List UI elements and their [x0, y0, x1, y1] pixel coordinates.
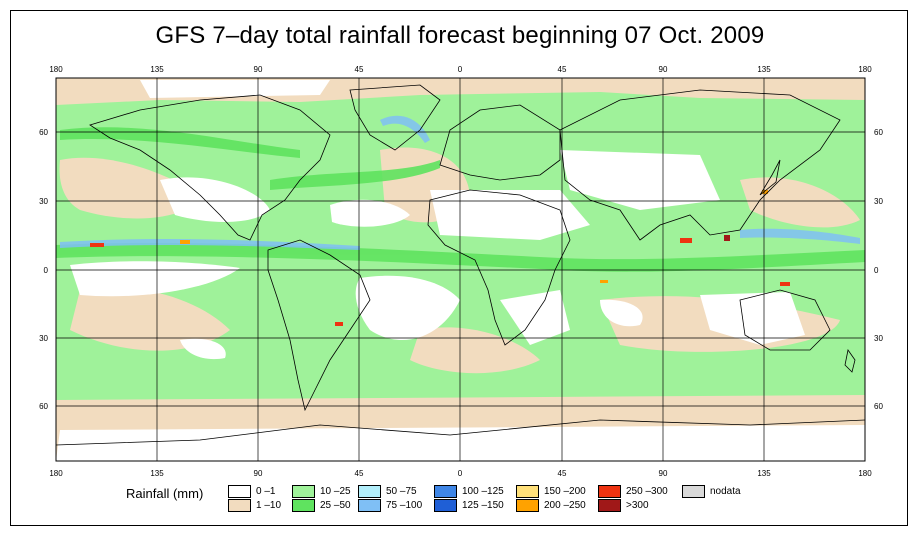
lon-label-bottom: 180 [49, 469, 63, 478]
lon-label-bottom: 45 [355, 469, 364, 478]
new-zealand-outline [844, 349, 856, 373]
lon-label-bottom: 90 [254, 469, 263, 478]
figure-frame [10, 10, 908, 526]
rain-heavy-cores [90, 190, 790, 326]
lon-label-bottom: 135 [150, 469, 164, 478]
lat-labels-right: 60 30 0 30 60 [874, 128, 883, 411]
lat-label-left: 30 [39, 197, 48, 206]
lat-label-right: 60 [874, 402, 883, 411]
graticule [56, 78, 865, 461]
lat-label-left: 30 [39, 334, 48, 343]
lon-label-top: 45 [355, 65, 364, 74]
lat-label-right: 60 [874, 128, 883, 137]
lon-label-bottom: 180 [858, 469, 872, 478]
rain-75-125-bands [60, 115, 860, 250]
lon-label-top: 45 [558, 65, 567, 74]
lat-label-right: 0 [874, 266, 879, 275]
coastlines [55, 84, 866, 446]
lon-label-top: 90 [254, 65, 263, 74]
greenland-outline [349, 84, 441, 151]
africa-outline [427, 189, 571, 346]
lat-label-left: 0 [44, 266, 49, 275]
japan-outline [759, 159, 781, 196]
australia-outline [739, 289, 831, 351]
antarctica-outline [55, 419, 866, 446]
asia-outline [559, 89, 841, 241]
map-border [55, 77, 866, 462]
lat-label-left: 60 [39, 128, 48, 137]
lon-label-bottom: 0 [458, 469, 463, 478]
lon-label-top: 90 [659, 65, 668, 74]
lon-labels-bottom: 180 135 90 45 0 45 90 135 180 [49, 469, 872, 478]
lat-label-right: 30 [874, 197, 883, 206]
lat-label-right: 30 [874, 334, 883, 343]
lon-label-top: 135 [150, 65, 164, 74]
lon-label-top: 180 [49, 65, 63, 74]
lon-label-bottom: 90 [659, 469, 668, 478]
lat-labels-left: 60 30 0 30 60 [39, 128, 48, 411]
lon-labels-top: 180 135 90 45 0 45 90 135 180 [49, 65, 872, 74]
lon-label-bottom: 45 [558, 469, 567, 478]
map-title: GFS 7–day total rainfall forecast beginn… [155, 22, 765, 49]
lon-label-top: 180 [858, 65, 872, 74]
lon-label-top: 0 [458, 65, 463, 74]
lon-label-bottom: 135 [757, 469, 771, 478]
lon-label-top: 135 [757, 65, 771, 74]
north-america-outline [89, 94, 331, 241]
lat-label-left: 60 [39, 402, 48, 411]
europe-outline [439, 104, 561, 181]
south-america-outline [267, 239, 371, 412]
